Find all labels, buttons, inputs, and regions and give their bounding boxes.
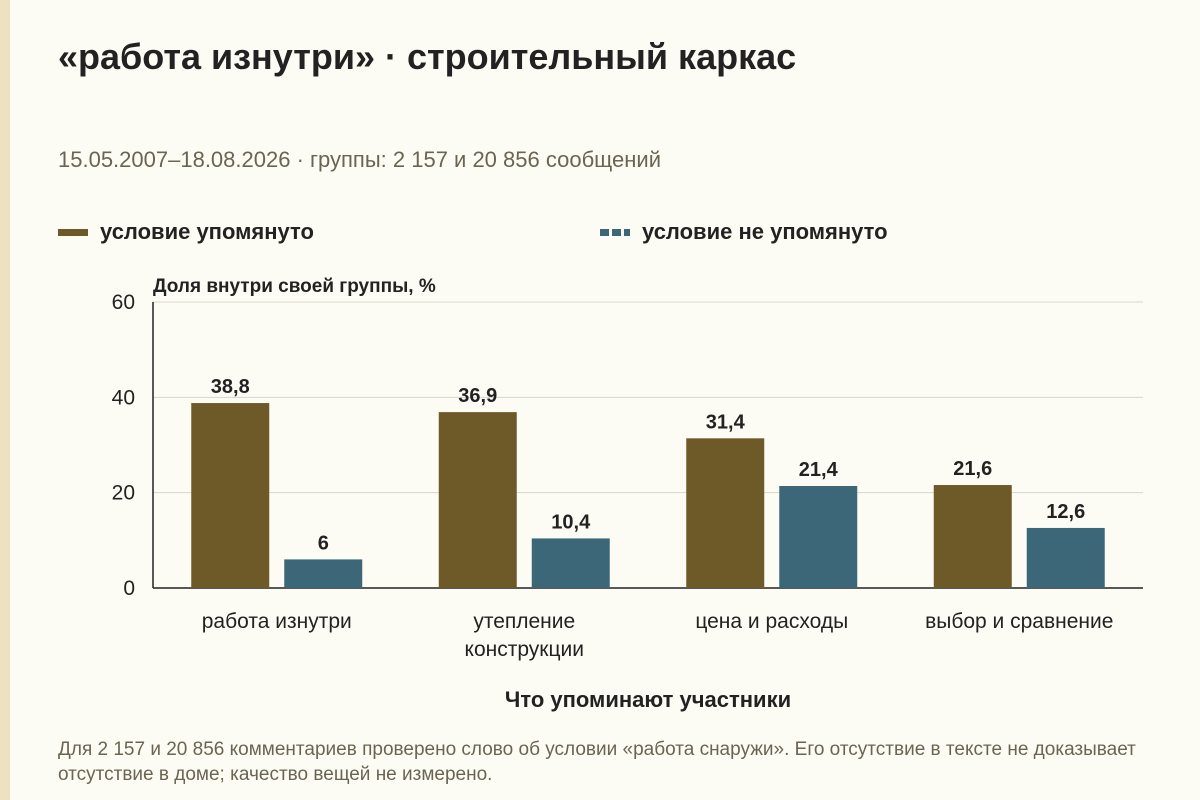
- legend-label: условие не упомянуто: [642, 219, 888, 244]
- bar: [284, 559, 363, 588]
- y-axis-label: Доля внутри своей группы, %: [153, 276, 436, 297]
- y-tick-label: 20: [112, 482, 135, 505]
- chart-title: «работа изнутри» · строительный каркас: [58, 36, 797, 77]
- bar-value-label: 38,8: [211, 376, 250, 398]
- bar-value-label: 36,9: [458, 385, 497, 407]
- legend-swatch-solid: [58, 228, 88, 236]
- bar: [438, 412, 517, 588]
- x-tick-label: выбор и сравнение: [925, 610, 1113, 633]
- bar: [933, 485, 1012, 588]
- left-accent-strip: [0, 0, 10, 800]
- chart-subtitle: 15.05.2007–18.08.2026 · группы: 2 157 и …: [58, 147, 661, 172]
- bar-value-label: 6: [318, 532, 329, 554]
- x-tick-label: утепление: [473, 610, 575, 633]
- y-tick-label: 60: [112, 291, 135, 314]
- y-tick-label: 0: [123, 577, 135, 600]
- x-axis-label: Что упоминают участники: [505, 687, 791, 712]
- bar: [686, 438, 765, 588]
- bar: [779, 485, 858, 588]
- bar: [1026, 527, 1105, 588]
- x-tick-label: конструкции: [465, 638, 584, 661]
- legend-swatch-dashed: [600, 228, 630, 236]
- legend-item-not-mentioned: условие не упомянуто: [600, 219, 888, 245]
- footnote: Для 2 157 и 20 856 комментариев проверен…: [58, 739, 1136, 785]
- bar-value-label: 31,4: [706, 411, 746, 433]
- legend-label: условие упомянуто: [100, 219, 314, 244]
- bar: [531, 538, 610, 588]
- bar-value-label: 21,6: [953, 458, 992, 480]
- x-tick-label: работа изнутри: [202, 610, 352, 633]
- y-tick-label: 40: [112, 386, 135, 409]
- legend-item-mentioned: условие упомянуто: [58, 219, 314, 245]
- x-tick-label: цена и расходы: [695, 610, 848, 633]
- bar-value-label: 10,4: [551, 511, 591, 533]
- bar-value-label: 21,4: [799, 459, 839, 481]
- bar: [191, 403, 270, 588]
- bar-value-label: 12,6: [1046, 501, 1085, 523]
